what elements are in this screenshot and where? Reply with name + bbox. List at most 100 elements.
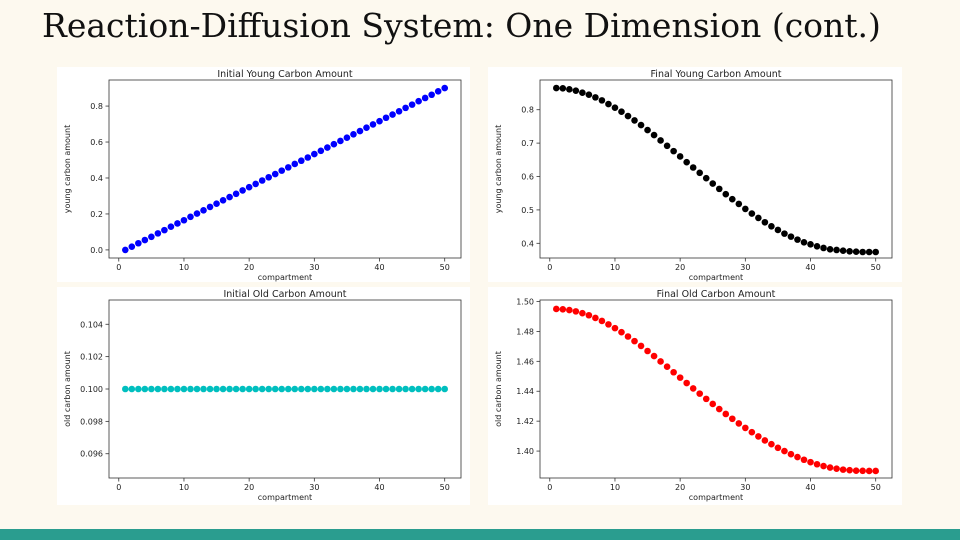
chart-2-y-tick-label-3: 0.102 [80,353,103,362]
footer-bar [0,529,960,540]
chart-final-old: Final Old Carbon Amount 0 10 20 30 40 50 1.40 1.… [494,289,893,502]
chart-1-point-8 [598,97,606,104]
chart-3-point-9 [605,321,612,328]
chart-1-x-axis-label: compartment [689,273,743,282]
chart-3-point-22 [689,385,697,392]
chart-3-point-28 [728,415,736,423]
chart-2-y-tick-label-1: 0.098 [80,417,103,426]
chart-3-point-19 [670,368,677,376]
chart-1-point-9 [605,100,612,108]
chart-2-y-tick-label-4: 0.104 [80,320,103,329]
chart-3-point-4 [572,308,580,315]
chart-0-x-tick-label-1: 10 [179,263,189,272]
chart-2-x-tick-label-3: 30 [309,483,319,492]
chart-0-point-20 [245,183,253,191]
chart-3-x-tick-label-1: 10 [610,483,620,492]
chart-2-y-tick-label-2: 0.100 [80,385,103,394]
chart-3-point-21 [683,379,690,387]
chart-1-point-20 [676,153,684,160]
chart-1-point-11 [618,108,625,116]
chart-0-point-50 [441,84,449,92]
chart-3-point-10 [611,324,619,332]
chart-1-point-43 [826,246,834,253]
chart-2-point-13 [200,385,207,393]
chart-2-point-33 [330,385,338,393]
chart-3-point-6 [585,311,593,319]
chart-0-point-11 [187,213,194,221]
chart-2-point-44 [402,385,409,393]
chart-1-point-30 [742,205,749,213]
chart-0-y-tick-label-1: 0.2 [90,210,103,219]
chart-2-point-24 [271,385,279,393]
chart-2-point-5 [148,385,155,393]
chart-1-point-5 [579,89,586,96]
chart-0-point-40 [376,117,383,125]
chart-2-point-39 [369,385,377,393]
chart-1-point-17 [657,137,664,144]
chart-1-x-tick-label-4: 40 [805,263,815,272]
chart-3-y-tick-label-2: 1.44 [516,387,534,396]
chart-2-point-22 [258,385,266,393]
chart-0-point-17 [226,193,233,201]
chart-3-point-2 [559,305,567,313]
chart-0-point-33 [330,140,338,148]
chart-3-point-33 [761,437,769,444]
chart-3-title: Final Old Carbon Amount [657,289,776,300]
chart-3-y-tick-label-0: 1.40 [516,447,534,456]
chart-1-point-48 [859,248,866,256]
chart-1-point-26 [715,185,723,193]
chart-2-point-45 [408,385,416,393]
chart-0-point-37 [356,127,364,135]
chart-0-point-32 [324,144,331,151]
chart-3-point-38 [794,453,801,461]
chart-1-point-44 [833,246,840,254]
chart-1-x-tick-label-0: 0 [547,263,552,272]
chart-1-point-27 [722,190,730,198]
chart-3-point-47 [852,467,860,474]
chart-3-point-15 [644,347,651,355]
chart-1-point-18 [663,142,671,150]
chart-3-x-tick-label-3: 30 [740,483,750,492]
chart-3-point-11 [618,328,625,336]
chart-1-point-41 [813,243,821,250]
chart-2-point-35 [343,385,351,393]
chart-3-point-42 [820,462,827,470]
chart-2-point-31 [317,385,325,393]
chart-0-y-tick-label-4: 0.8 [90,102,103,111]
chart-3-point-36 [781,447,788,455]
chart-0-point-13 [200,207,207,214]
chart-0-point-42 [389,111,396,118]
chart-0-point-7 [161,226,168,234]
chart-0-point-14 [206,203,214,211]
chart-panel-final-old: Final Old Carbon Amount 0 10 20 30 40 50 1.40 1.… [488,287,902,505]
chart-2-point-34 [337,385,344,393]
chart-0-point-21 [252,180,259,188]
chart-2-x-tick-label-0: 0 [116,483,121,492]
chart-3-point-14 [637,342,645,350]
chart-3-y-tick-label-5: 1.50 [516,297,534,306]
chart-2-point-18 [232,385,240,393]
chart-1-point-1 [552,84,560,92]
chart-1-y-tick-label-4: 0.8 [521,106,534,115]
chart-2-y-axis-label: old carbon amount [63,351,72,427]
chart-2-point-46 [415,385,422,393]
chart-3-point-5 [579,309,586,317]
chart-2-point-26 [284,385,292,393]
chart-0-point-46 [415,97,422,105]
chart-0-point-8 [167,223,175,231]
chart-3-point-25 [709,400,717,408]
chart-0-point-24 [271,170,279,178]
chart-2-point-8 [167,385,175,393]
chart-initial-young: Initial Young Carbon Amount 0 10 20 30 40 50 0.… [63,69,462,282]
chart-0-point-16 [219,196,227,204]
chart-0-point-4 [141,236,149,244]
chart-0-point-36 [350,130,357,138]
chart-1-plot-frame [539,79,893,259]
chart-panel-initial-young: Initial Young Carbon Amount 0 10 20 30 40 50 0.… [57,67,470,282]
chart-2-point-30 [311,385,318,393]
chart-1-title: Final Young Carbon Amount [651,69,782,80]
chart-3-point-16 [650,352,658,360]
chart-2-point-10 [180,385,188,393]
chart-2-x-tick-label-4: 40 [374,483,384,492]
chart-0-point-19 [239,187,246,194]
